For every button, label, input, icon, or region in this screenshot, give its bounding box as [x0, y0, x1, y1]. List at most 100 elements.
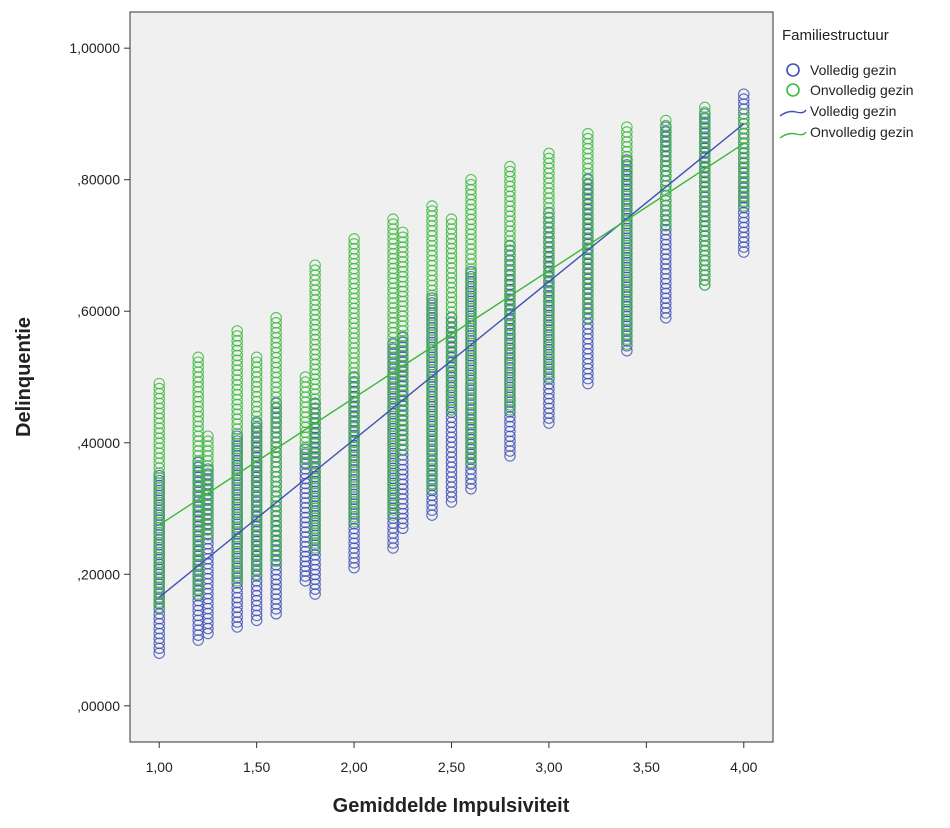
data-point-onvolledig	[231, 457, 243, 470]
data-point-onvolledig	[231, 339, 243, 352]
x-tick-label: 3,50	[633, 759, 660, 775]
legend-label-marker-volledig: Volledig gezin	[810, 62, 896, 78]
data-point-volledig	[348, 527, 360, 540]
x-tick-label: 3,00	[535, 759, 562, 775]
data-point-onvolledig	[348, 233, 360, 245]
data-point-onvolledig	[231, 428, 243, 440]
data-point-volledig	[348, 532, 360, 545]
data-point-onvolledig	[738, 190, 750, 203]
data-point-onvolledig	[231, 364, 243, 376]
data-point-volledig	[270, 598, 282, 610]
data-point-volledig	[270, 559, 282, 571]
data-point-onvolledig	[445, 291, 458, 304]
data-point-volledig	[660, 224, 672, 236]
y-tick-label: ,00000	[77, 698, 120, 714]
data-point-volledig	[504, 411, 516, 423]
data-point-volledig	[543, 407, 555, 419]
data-point-volledig	[660, 282, 672, 295]
data-point-volledig	[543, 378, 555, 390]
data-point-volledig	[660, 228, 672, 241]
data-point-onvolledig	[445, 330, 458, 343]
data-point-onvolledig	[397, 231, 409, 244]
data-point-onvolledig	[738, 195, 750, 207]
data-point-onvolledig	[231, 379, 243, 391]
data-point-onvolledig	[445, 374, 458, 387]
data-point-onvolledig	[445, 247, 458, 260]
data-point-volledig	[309, 549, 321, 561]
data-point-onvolledig	[445, 311, 458, 323]
data-point-onvolledig	[231, 560, 243, 572]
data-point-volledig	[348, 561, 360, 574]
legend-line-onvolledig	[779, 131, 807, 139]
data-point-volledig	[660, 243, 672, 256]
data-point-onvolledig	[231, 433, 243, 445]
data-point-onvolledig	[445, 232, 458, 245]
data-point-volledig	[543, 387, 555, 400]
data-point-onvolledig	[445, 404, 458, 416]
data-point-onvolledig	[738, 171, 750, 183]
data-point-onvolledig	[231, 393, 243, 406]
data-point-onvolledig	[445, 365, 458, 377]
data-point-onvolledig	[445, 379, 458, 392]
data-point-volledig	[504, 440, 516, 452]
data-point-onvolledig	[231, 477, 243, 489]
x-tick-label: 2,50	[438, 759, 465, 775]
data-point-volledig	[543, 397, 555, 410]
data-point-onvolledig	[231, 555, 243, 568]
data-point-onvolledig	[202, 435, 214, 447]
data-point-onvolledig	[445, 389, 458, 401]
data-point-volledig	[660, 292, 672, 304]
data-point-volledig	[348, 552, 360, 564]
data-point-volledig	[660, 258, 672, 270]
data-point-onvolledig	[738, 185, 750, 198]
fit-line-volledig	[158, 123, 745, 598]
data-point-onvolledig	[231, 369, 243, 381]
data-point-onvolledig	[738, 142, 750, 154]
data-point-onvolledig	[660, 114, 672, 127]
data-point-onvolledig	[738, 156, 750, 169]
data-points-layer	[153, 88, 750, 659]
data-point-onvolledig	[699, 106, 711, 119]
data-point-volledig	[231, 611, 243, 623]
x-tick-label: 4,00	[730, 759, 757, 775]
data-point-onvolledig	[231, 570, 243, 582]
data-point-onvolledig	[231, 423, 243, 435]
data-point-volledig	[543, 383, 555, 395]
data-point-onvolledig	[445, 369, 458, 382]
data-point-onvolledig	[660, 119, 672, 132]
legend-marker-onvolledig	[786, 83, 800, 97]
data-point-onvolledig	[231, 531, 243, 543]
data-point-onvolledig	[445, 272, 458, 284]
data-point-onvolledig	[445, 306, 458, 318]
data-point-onvolledig	[250, 351, 263, 364]
data-point-onvolledig	[738, 180, 750, 193]
data-point-volledig	[738, 93, 750, 105]
data-point-volledig	[309, 554, 321, 566]
data-point-onvolledig	[621, 121, 633, 133]
legend-label-line-onvolledig: Onvolledig gezin	[810, 124, 914, 140]
data-point-onvolledig	[699, 101, 711, 114]
data-point-volledig	[504, 450, 516, 462]
data-point-onvolledig	[445, 286, 458, 299]
data-point-volledig	[270, 573, 282, 586]
data-point-volledig	[660, 268, 672, 280]
y-tick-label: ,60000	[77, 303, 120, 319]
data-point-volledig	[660, 307, 672, 319]
data-point-onvolledig	[445, 276, 458, 289]
data-point-volledig	[270, 568, 282, 581]
data-point-onvolledig	[387, 218, 399, 230]
data-point-volledig	[397, 517, 409, 530]
data-point-onvolledig	[270, 312, 282, 324]
data-point-volledig	[309, 588, 321, 600]
y-tick-label: ,40000	[77, 435, 120, 451]
data-point-onvolledig	[445, 257, 458, 269]
data-point-volledig	[543, 392, 555, 405]
data-point-volledig	[231, 591, 243, 604]
data-point-onvolledig	[445, 223, 458, 235]
data-point-onvolledig	[445, 320, 458, 333]
data-point-volledig	[543, 417, 555, 429]
data-point-volledig	[309, 573, 321, 586]
data-point-volledig	[270, 603, 282, 615]
data-point-onvolledig	[738, 137, 750, 149]
